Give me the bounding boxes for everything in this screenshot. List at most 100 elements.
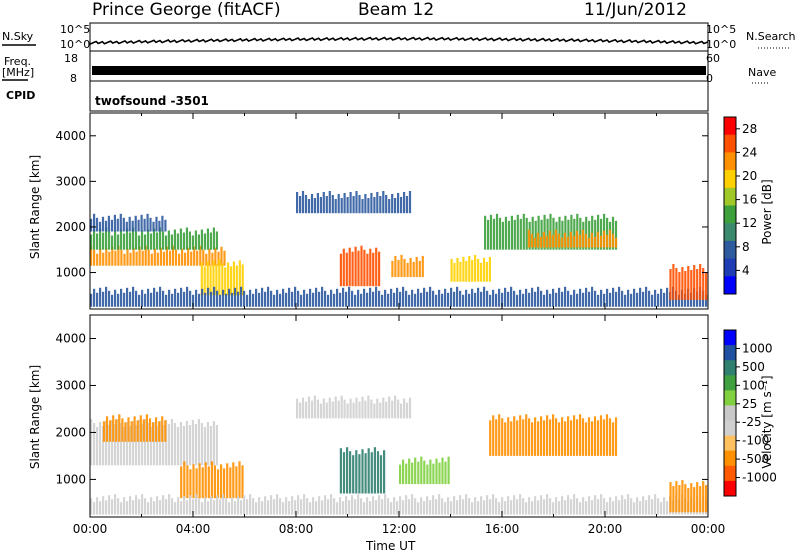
power-data-cell xyxy=(575,230,578,248)
velocity-data-cell xyxy=(197,419,200,466)
power-data-cell xyxy=(117,293,120,307)
velocity-data-cell xyxy=(672,486,675,513)
velocity-data-cell xyxy=(339,497,342,515)
velocity-data-cell xyxy=(394,395,397,419)
power-data-cell xyxy=(468,255,471,282)
power-data-cell xyxy=(126,287,129,307)
power-data-cell xyxy=(96,292,99,307)
velocity-data-cell xyxy=(215,425,218,466)
power-data-cell xyxy=(533,237,536,248)
power-data-cell xyxy=(122,233,126,250)
velocity-data-cell xyxy=(411,494,414,515)
power-data-cell xyxy=(612,287,615,307)
velocity-colorbar-swatch xyxy=(724,360,736,376)
velocity-data-cell xyxy=(111,499,114,515)
velocity-data-cell xyxy=(222,494,225,515)
velocity-data-cell xyxy=(367,395,370,419)
velocity-data-cell xyxy=(306,498,309,515)
velocity-data-cell xyxy=(156,496,159,515)
velocity-data-cell xyxy=(301,397,305,419)
velocity-data-cell xyxy=(339,448,342,494)
power-data-cell xyxy=(303,289,306,307)
velocity-data-cell xyxy=(152,422,156,466)
power-data-cell xyxy=(162,251,165,266)
power-data-cell xyxy=(219,294,222,307)
power-data-cell xyxy=(199,245,202,266)
x-tick-label: 00:00 xyxy=(73,522,108,536)
power-data-cell xyxy=(600,289,603,307)
power-data-cell xyxy=(181,248,184,266)
power-data-cell xyxy=(108,290,111,307)
velocity-data-cell xyxy=(102,421,106,442)
velocity-data-cell xyxy=(510,421,513,456)
velocity-data-cell xyxy=(388,396,391,419)
velocity-data-cell xyxy=(128,426,132,466)
velocity-data-cell xyxy=(96,427,99,466)
power-data-cell xyxy=(351,251,354,287)
power-data-cell xyxy=(102,232,105,250)
power-data-cell xyxy=(291,291,294,307)
power-data-cell xyxy=(267,286,270,307)
power-ytick-label: 4000 xyxy=(55,129,86,143)
power-data-cell xyxy=(165,246,168,266)
velocity-data-cell xyxy=(116,419,120,466)
velocity-data-cell xyxy=(223,468,226,499)
power-data-cell xyxy=(340,198,343,214)
power-data-cell xyxy=(144,245,147,266)
velocity-data-cell xyxy=(203,427,206,466)
velocity-data-cell xyxy=(648,495,651,515)
power-data-cell xyxy=(217,251,220,266)
power-data-cell xyxy=(345,291,348,307)
power-data-cell xyxy=(412,261,415,278)
power-data-cell xyxy=(306,293,309,307)
power-data-cell xyxy=(621,290,624,307)
power-data-cell xyxy=(168,289,171,307)
nave-tick-bottom: 0 xyxy=(706,72,713,85)
velocity-data-cell xyxy=(304,401,308,419)
power-data-cell xyxy=(364,194,367,214)
velocity-data-cell xyxy=(127,417,130,442)
power-data-cell xyxy=(120,288,123,307)
power-data-cell xyxy=(441,293,444,307)
nsky-label: N.Sky xyxy=(2,30,34,43)
velocity-data-cell xyxy=(370,452,373,494)
power-data-cell xyxy=(325,196,328,214)
power-data-cell xyxy=(573,289,576,307)
power-colorbar-swatch xyxy=(724,205,736,224)
power-data-cell xyxy=(403,258,406,278)
power-data-cell xyxy=(495,213,499,250)
velocity-data-cell xyxy=(435,499,438,515)
power-data-cell xyxy=(393,292,396,307)
power-data-cell xyxy=(315,287,318,307)
velocity-data-cell xyxy=(402,500,405,515)
velocity-data-cell xyxy=(564,421,567,456)
velocity-data-cell xyxy=(177,497,180,515)
power-data-cell xyxy=(417,288,420,307)
velocity-data-cell xyxy=(501,497,504,515)
power-data-cell xyxy=(339,292,342,307)
velocity-data-cell xyxy=(255,502,258,515)
power-data-cell xyxy=(324,290,327,307)
power-data-cell xyxy=(264,291,267,307)
velocity-colorbar-tick-label: 500 xyxy=(742,360,765,374)
nave-label: Nave xyxy=(748,66,777,79)
velocity-data-cell xyxy=(576,498,579,515)
velocity-data-cell xyxy=(164,420,167,442)
velocity-data-cell xyxy=(525,414,528,456)
power-data-cell xyxy=(214,247,217,266)
x-tick-label: 04:00 xyxy=(176,522,211,536)
velocity-data-cell xyxy=(567,495,570,515)
power-data-cell xyxy=(545,235,548,248)
power-data-cell xyxy=(495,293,498,307)
power-data-cell xyxy=(645,286,648,307)
power-data-cell xyxy=(184,252,187,266)
power-data-cell xyxy=(563,232,566,248)
power-data-cell xyxy=(557,233,560,248)
beam-title: Beam 12 xyxy=(358,0,435,20)
velocity-data-cell xyxy=(161,425,165,466)
power-data-cell xyxy=(195,289,198,307)
power-data-cell xyxy=(375,286,378,307)
power-data-cell xyxy=(408,191,412,214)
velocity-data-cell xyxy=(483,500,486,515)
power-data-cell xyxy=(450,287,453,307)
